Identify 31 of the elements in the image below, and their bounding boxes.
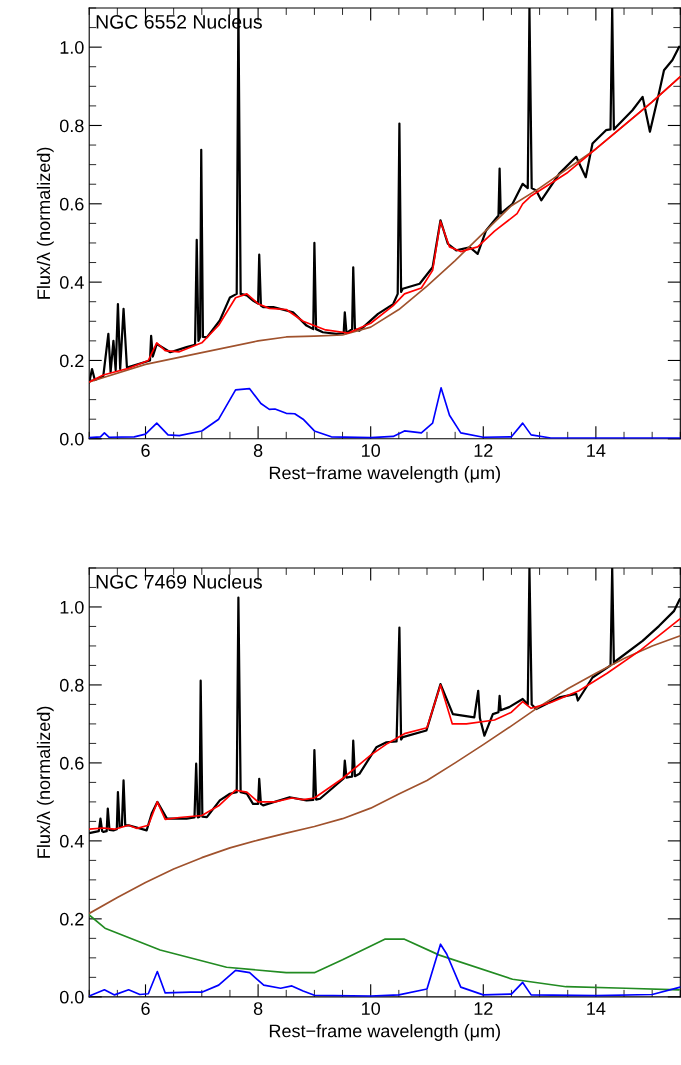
y-axis-title: Flux/λ (normalized): [36, 706, 54, 858]
x-tick-label: 14: [587, 1002, 606, 1015]
x-tick-label: 12: [474, 444, 493, 457]
y-tick-label: 0.8: [59, 119, 84, 133]
y-tick-label: 0.2: [59, 912, 84, 926]
line-series: [89, 634, 681, 915]
x-tick-label: 6: [141, 1002, 150, 1015]
y-tick-label: 0.6: [59, 197, 84, 211]
y-tick-label: 1.0: [60, 41, 84, 54]
x-tick-label: 10: [362, 444, 381, 457]
y-tick-label: 0.4: [59, 276, 84, 289]
x-axis-title: Rest−frame wavelength (μm): [269, 466, 500, 483]
x-axis-title: Rest−frame wavelength (μm): [269, 1024, 500, 1041]
chart-title: NGC 7469 Nucleus: [96, 574, 262, 589]
y-axis-title: Flux/λ (normalized): [36, 147, 54, 299]
y-tick-label: 0.8: [59, 678, 84, 692]
x-tick-label: 6: [141, 444, 150, 457]
x-tick-label: 14: [587, 444, 606, 457]
line-series: [89, 914, 681, 991]
x-tick-label: 8: [253, 444, 263, 457]
y-tick-label: 1.0: [60, 600, 84, 614]
line-series: [89, 617, 681, 831]
x-tick-label: 8: [253, 1002, 263, 1015]
y-tick-label: 0.2: [59, 354, 84, 368]
line-series: [89, 75, 681, 383]
x-tick-label: 10: [362, 1002, 381, 1015]
x-tick-label: 12: [474, 1002, 493, 1015]
y-tick-label: 0.0: [59, 432, 84, 446]
y-tick-label: 0.6: [59, 756, 84, 770]
y-tick-label: 0.4: [59, 834, 84, 848]
y-tick-label: 0.0: [59, 990, 84, 1004]
